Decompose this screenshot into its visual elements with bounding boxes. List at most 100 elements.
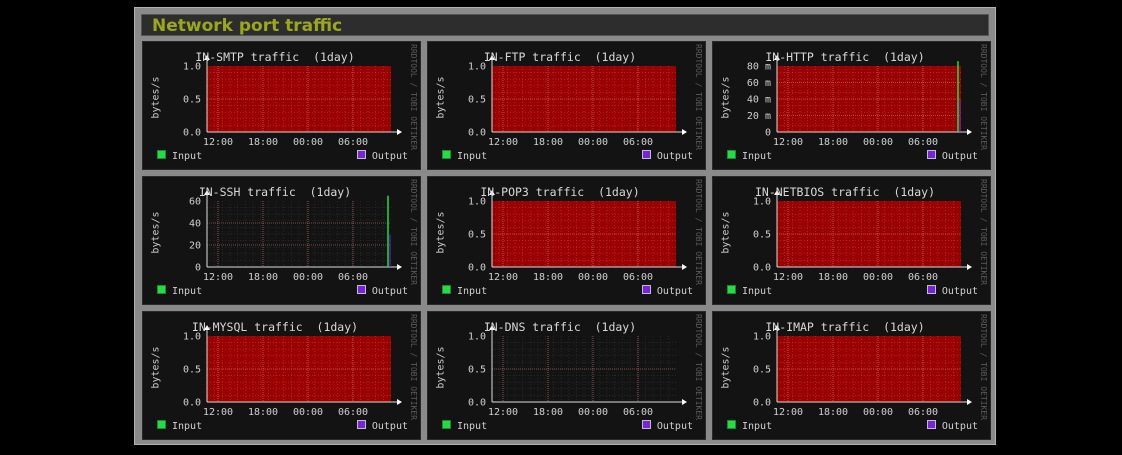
y-tick-label: 0.5 bbox=[468, 230, 486, 241]
x-tick-label: 00:00 bbox=[293, 407, 323, 418]
traffic-graph: 1.0 0.5 0.0 12:00 18:00 00:00 06:00 IN-FTP traf… bbox=[427, 41, 706, 170]
x-tick-label: 12:00 bbox=[773, 272, 803, 283]
y-tick-label: 1.0 bbox=[468, 62, 486, 73]
y-tick-label: 0.5 bbox=[468, 95, 486, 106]
graph-title: IN-IMAP traffic (1day) bbox=[765, 320, 925, 334]
traffic-panel: Network port traffic 1.0 0.5 0.0 12:00 18:00… bbox=[134, 7, 996, 445]
legend-swatch bbox=[157, 285, 166, 294]
y-axis-label: bytes/s bbox=[720, 346, 732, 389]
y-tick-label: 0.0 bbox=[183, 128, 201, 139]
legend-output: Output bbox=[641, 420, 693, 432]
legend-label: Input bbox=[742, 151, 773, 162]
x-tick-label: 12:00 bbox=[203, 272, 233, 283]
x-tick-label: 18:00 bbox=[818, 137, 848, 148]
legend-input: Input bbox=[157, 150, 202, 162]
x-tick-label: 06:00 bbox=[623, 137, 653, 148]
x-tick-label: 18:00 bbox=[818, 407, 848, 418]
legend-input: Input bbox=[727, 150, 772, 162]
x-tick-label: 00:00 bbox=[863, 272, 893, 283]
traffic-graph: 1.0 0.5 0.0 12:00 18:00 00:00 06:00 IN-MYSQL tr… bbox=[142, 311, 421, 440]
legend-input: Input bbox=[157, 285, 202, 297]
y-axis-label: bytes/s bbox=[150, 76, 162, 119]
traffic-graph: 1.0 0.5 0.0 12:00 18:00 00:00 06:00 IN-NETBIOS … bbox=[712, 176, 991, 305]
graph-canvas: 1.0 0.5 0.012:00 18:00 00:00 06:00 bbox=[468, 55, 687, 148]
x-tick-label: 00:00 bbox=[293, 137, 323, 148]
legend-label: Input bbox=[457, 421, 488, 432]
legend-swatch bbox=[727, 420, 736, 429]
legend-label: Input bbox=[742, 421, 773, 432]
y-tick-label: 1.0 bbox=[468, 332, 486, 343]
y-tick-label: 80 m bbox=[747, 62, 771, 73]
y-tick-label: 0 bbox=[765, 128, 771, 139]
y-tick-label: 0.5 bbox=[753, 230, 771, 241]
graph-canvas: 1.0 0.5 0.012:00 18:00 00:00 06:00 bbox=[468, 190, 687, 283]
legend-label: Output bbox=[941, 421, 978, 432]
legend-label: Input bbox=[172, 421, 203, 432]
y-axis-label: bytes/s bbox=[435, 211, 447, 254]
legend-label: Output bbox=[656, 151, 693, 162]
legend-output: Output bbox=[641, 285, 693, 297]
x-tick-label: 12:00 bbox=[203, 137, 233, 148]
x-tick-label: 00:00 bbox=[863, 137, 893, 148]
y-axis-label: bytes/s bbox=[150, 346, 162, 389]
x-tick-label: 00:00 bbox=[578, 407, 608, 418]
legend-swatch bbox=[926, 285, 936, 294]
y-tick-label: 0.0 bbox=[753, 398, 771, 409]
graph-title: IN-NETBIOS traffic (1day) bbox=[754, 185, 935, 199]
graph-title: IN-DNS traffic (1day) bbox=[483, 320, 637, 334]
traffic-graph: 60 40 20 0 12:00 18:00 00:00 06:00 IN-SSH traffi… bbox=[142, 176, 421, 305]
legend-input: Input bbox=[727, 420, 772, 432]
legend-swatch bbox=[442, 150, 451, 159]
y-tick-label: 1.0 bbox=[753, 197, 771, 208]
x-tick-label: 00:00 bbox=[293, 272, 323, 283]
legend-label: Output bbox=[941, 286, 978, 297]
x-tick-label: 00:00 bbox=[578, 137, 608, 148]
y-tick-label: 0.5 bbox=[183, 365, 201, 376]
legend-swatch bbox=[442, 420, 451, 429]
legend-label: Output bbox=[941, 151, 978, 162]
traffic-graph: 1.0 0.5 0.0 12:00 18:00 00:00 06:00 IN-POP3 tra… bbox=[427, 176, 706, 305]
y-tick-label: 0.0 bbox=[468, 398, 486, 409]
legend-swatch bbox=[727, 150, 736, 159]
x-tick-label: 06:00 bbox=[338, 407, 368, 418]
legend-swatch bbox=[926, 150, 936, 159]
y-tick-label: 1.0 bbox=[183, 62, 201, 73]
legend-label: Input bbox=[742, 286, 773, 297]
y-axis-label: bytes/s bbox=[435, 346, 447, 389]
legend-output: Output bbox=[926, 150, 978, 162]
x-tick-label: 00:00 bbox=[863, 407, 893, 418]
x-tick-label: 06:00 bbox=[623, 407, 653, 418]
x-tick-label: 06:00 bbox=[908, 272, 938, 283]
graph-canvas: 1.0 0.5 0.012:00 18:00 00:00 06:00 bbox=[468, 325, 687, 418]
rrdtool-credit: RRDTOOL / TOBI OETIKER bbox=[979, 179, 988, 285]
graph-canvas: 80 m 60 m 40 m 20 m 012:00 18:00 00:00 06:00 bbox=[747, 55, 972, 148]
y-axis-label: bytes/s bbox=[435, 76, 447, 119]
legend-swatch bbox=[641, 285, 651, 294]
legend-input: Input bbox=[442, 285, 487, 297]
x-tick-label: 18:00 bbox=[533, 407, 563, 418]
x-tick-label: 18:00 bbox=[818, 272, 848, 283]
legend-label: Output bbox=[371, 151, 408, 162]
x-tick-label: 18:00 bbox=[248, 272, 278, 283]
y-tick-label: 0.0 bbox=[468, 263, 486, 274]
graph-canvas: 60 40 20 012:00 18:00 00:00 06:00 bbox=[189, 190, 402, 283]
y-tick-label: 0.0 bbox=[468, 128, 486, 139]
legend-input: Input bbox=[727, 285, 772, 297]
x-tick-label: 18:00 bbox=[533, 137, 563, 148]
legend-output: Output bbox=[641, 150, 693, 162]
y-tick-label: 60 bbox=[189, 197, 201, 208]
legend-label: Output bbox=[371, 421, 408, 432]
graph-title: IN-MYSQL traffic (1day) bbox=[191, 320, 359, 334]
legend-input: Input bbox=[442, 150, 487, 162]
x-tick-label: 06:00 bbox=[908, 137, 938, 148]
legend-swatch bbox=[157, 150, 166, 159]
y-tick-label: 60 m bbox=[747, 78, 771, 89]
x-tick-label: 12:00 bbox=[773, 407, 803, 418]
y-tick-label: 20 m bbox=[747, 111, 771, 122]
graph-title: IN-SMTP traffic (1day) bbox=[195, 50, 355, 64]
legend-swatch bbox=[727, 285, 736, 294]
x-tick-label: 12:00 bbox=[773, 137, 803, 148]
legend-label: Output bbox=[656, 286, 693, 297]
legend-swatch bbox=[442, 285, 451, 294]
x-tick-label: 18:00 bbox=[248, 137, 278, 148]
